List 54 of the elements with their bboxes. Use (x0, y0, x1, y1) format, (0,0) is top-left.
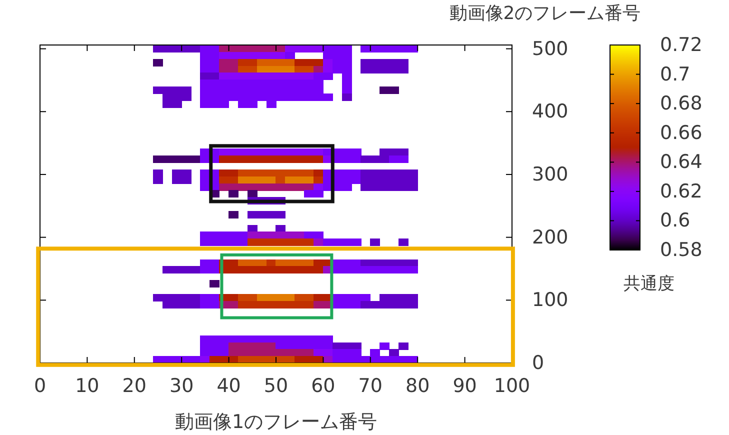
point (276, 224, 286, 232)
point (152, 169, 164, 177)
point (304, 300, 314, 308)
color-bar-label: 0.72 (660, 34, 702, 56)
point (152, 294, 164, 302)
point (380, 342, 390, 350)
color-bar-title: 共通度 (624, 274, 674, 294)
point (313, 238, 324, 246)
x-tick-label: 40 (216, 375, 241, 397)
point (247, 210, 258, 218)
point (322, 93, 333, 101)
point (247, 224, 258, 232)
point (228, 190, 239, 198)
y-tick-label: 0 (532, 352, 544, 374)
y-tick-label: 200 (532, 226, 568, 248)
color-bar-label: 0.68 (660, 92, 702, 115)
point (342, 86, 352, 94)
x-tick-label: 80 (406, 375, 430, 397)
x-tick-label: 50 (264, 375, 288, 397)
point (219, 183, 230, 191)
point (304, 238, 314, 246)
x-axis-title: 動画像1のフレーム番号 (174, 411, 378, 433)
point (152, 176, 164, 184)
color-bar-label: 0.7 (660, 63, 690, 86)
y-tick-label: 100 (532, 289, 568, 312)
x-tick-label: 70 (358, 375, 382, 397)
y-tick-label: 300 (532, 163, 568, 186)
x-tick-label: 20 (122, 375, 146, 397)
point (266, 100, 276, 108)
point (351, 238, 362, 246)
point (322, 238, 333, 246)
point (360, 300, 371, 308)
point (247, 190, 258, 198)
point (313, 156, 324, 164)
x-tick-label: 90 (452, 375, 477, 397)
color-bar-label: 0.62 (660, 180, 702, 202)
x-tick-label: 30 (170, 375, 194, 397)
color-bar-label: 0.64 (660, 151, 702, 174)
color-bar-label: 0.58 (660, 239, 702, 261)
x-tick-label: 100 (494, 375, 530, 397)
point (210, 280, 220, 288)
color-bar-label: 0.66 (660, 122, 702, 144)
point (276, 210, 286, 218)
y-tick-label: 400 (532, 100, 568, 123)
point (247, 238, 258, 246)
point (219, 156, 230, 164)
y-axis-title: 動画像2のフレーム番号 (449, 2, 641, 24)
x-tick-label: 10 (75, 375, 100, 397)
x-tick-label: 0 (34, 375, 46, 397)
color-bar-label: 0.6 (660, 210, 690, 232)
y-tick-label: 500 (532, 38, 568, 60)
x-tick-label: 60 (311, 375, 336, 397)
point (238, 300, 248, 308)
point (313, 232, 324, 240)
